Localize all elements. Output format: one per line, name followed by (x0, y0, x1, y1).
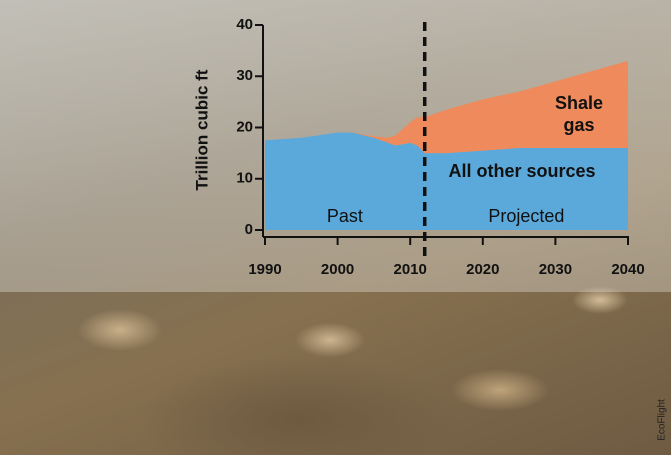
x-tick-label: 2030 (539, 261, 572, 278)
area (265, 132, 628, 230)
series-label: Shale gas (554, 93, 604, 135)
area (265, 60, 628, 154)
x-tick-label: 2010 (394, 261, 427, 278)
x-tick-label: 1990 (248, 261, 281, 278)
x-tick-label: 2040 (611, 261, 644, 278)
series-label: All other sources (448, 161, 595, 181)
y-tick-label: 20 (236, 118, 253, 135)
annotation: Past (327, 206, 363, 226)
y-tick-label: 10 (236, 170, 253, 187)
x-tick-label: 2000 (321, 261, 354, 278)
annotation: Projected (488, 206, 564, 226)
x-tick-label: 2020 (466, 261, 499, 278)
y-tick-label: 0 (245, 221, 253, 238)
y-axis-label: Trillion cubic ft (192, 69, 211, 190)
y-tick-label: 30 (236, 67, 253, 84)
credit: EcoFlight (657, 399, 668, 441)
y-tick-label: 40 (236, 16, 253, 33)
